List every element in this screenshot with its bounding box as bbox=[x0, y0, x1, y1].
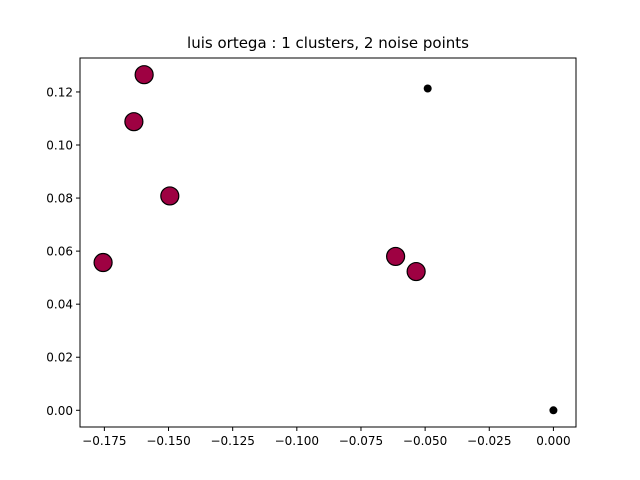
data-points bbox=[93, 65, 558, 415]
cluster-point bbox=[134, 65, 154, 85]
cluster-point bbox=[406, 261, 426, 282]
x-tick-label: −0.025 bbox=[467, 434, 511, 448]
noise-point bbox=[549, 406, 558, 415]
y-tick-label: 0.10 bbox=[46, 139, 73, 153]
cluster-point bbox=[93, 252, 113, 273]
cluster-point bbox=[124, 112, 144, 132]
x-tick-label: −0.175 bbox=[82, 434, 126, 448]
noise-point bbox=[423, 84, 432, 93]
y-tick-label: 0.12 bbox=[46, 85, 73, 99]
plot-area bbox=[79, 57, 577, 428]
x-tick-label: −0.125 bbox=[210, 434, 254, 448]
x-tick-label: −0.050 bbox=[403, 434, 447, 448]
chart-title: luis ortega : 1 clusters, 2 noise points bbox=[187, 34, 469, 52]
x-tick-label: −0.100 bbox=[275, 434, 319, 448]
cluster-point bbox=[386, 246, 406, 267]
y-tick-label: 0.04 bbox=[46, 298, 73, 312]
y-tick-label: 0.00 bbox=[46, 404, 73, 418]
y-tick-label: 0.02 bbox=[46, 351, 73, 365]
x-tick-label: −0.075 bbox=[339, 434, 383, 448]
cluster-point bbox=[160, 186, 180, 206]
x-axis: −0.175 −0.150 −0.125 −0.100 −0.075 −0.050 −0.0… bbox=[82, 427, 571, 448]
y-tick-label: 0.06 bbox=[46, 245, 73, 259]
y-tick-label: 0.08 bbox=[46, 192, 73, 206]
y-axis: 0.00 0.02 0.04 0.06 0.08 0.10 0.12 bbox=[46, 85, 80, 418]
x-tick-label: −0.150 bbox=[146, 434, 190, 448]
x-tick-label: 0.000 bbox=[536, 434, 570, 448]
